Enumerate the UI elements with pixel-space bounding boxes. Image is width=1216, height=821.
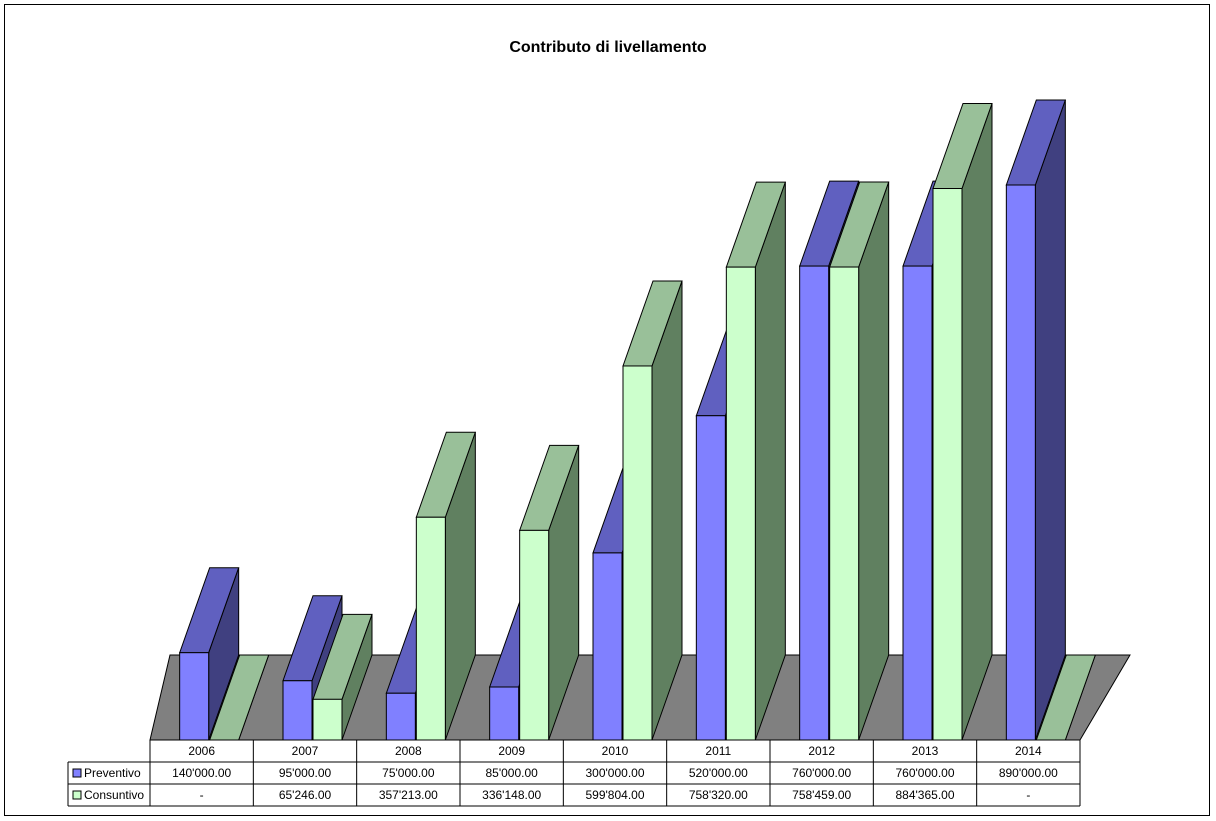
data-label: 75'000.00 bbox=[382, 766, 435, 780]
legend-key bbox=[72, 768, 82, 778]
data-label: 890'000.00 bbox=[999, 766, 1058, 780]
bar-consuntivo-2011 bbox=[725, 181, 787, 741]
bar-preventivo-2014 bbox=[1005, 99, 1067, 741]
data-table: 2006 2007 2008 2009 2010 2011 2012 2013 2014 Prev… bbox=[67, 739, 1081, 807]
data-label: - bbox=[200, 788, 204, 802]
data-label: 85'000.00 bbox=[485, 766, 538, 780]
bars bbox=[178, 99, 1097, 741]
category-label: 2012 bbox=[808, 744, 835, 758]
data-label: 357'213.00 bbox=[379, 788, 438, 802]
data-label: 65'246.00 bbox=[279, 788, 332, 802]
data-label: 95'000.00 bbox=[279, 766, 332, 780]
bar-consuntivo-2008 bbox=[415, 431, 477, 741]
data-label: 758'459.00 bbox=[792, 788, 851, 802]
bar-consuntivo-2010 bbox=[622, 280, 683, 741]
category-label: 2010 bbox=[602, 744, 629, 758]
chart-title: Contributo di livellamento bbox=[509, 39, 707, 56]
legend-key bbox=[72, 790, 82, 800]
category-label: 2013 bbox=[912, 744, 939, 758]
data-label: 599'804.00 bbox=[585, 788, 644, 802]
data-label: - bbox=[1026, 788, 1030, 802]
bar-consuntivo-2013 bbox=[932, 103, 993, 741]
legend-label: Preventivo bbox=[84, 766, 141, 780]
data-label: 758'320.00 bbox=[689, 788, 748, 802]
bar-consuntivo-2007 bbox=[312, 613, 373, 741]
category-label: 2014 bbox=[1015, 744, 1042, 758]
category-label: 2009 bbox=[498, 744, 525, 758]
category-label: 2006 bbox=[188, 744, 215, 758]
data-label: 760'000.00 bbox=[792, 766, 851, 780]
category-label: 2007 bbox=[292, 744, 319, 758]
data-label: 760'000.00 bbox=[895, 766, 954, 780]
category-label: 2011 bbox=[705, 744, 731, 758]
bar-consuntivo-2012 bbox=[828, 181, 890, 741]
bar-preventivo-2007 bbox=[282, 595, 343, 741]
data-label: 520'000.00 bbox=[689, 766, 748, 780]
data-label: 300'000.00 bbox=[585, 766, 644, 780]
data-label: 884'365.00 bbox=[895, 788, 954, 802]
category-label: 2008 bbox=[395, 744, 422, 758]
data-label: 336'148.00 bbox=[482, 788, 541, 802]
data-label: 140'000.00 bbox=[172, 766, 231, 780]
bar-preventivo-2006 bbox=[178, 567, 240, 741]
legend-label: Consuntivo bbox=[84, 788, 144, 802]
